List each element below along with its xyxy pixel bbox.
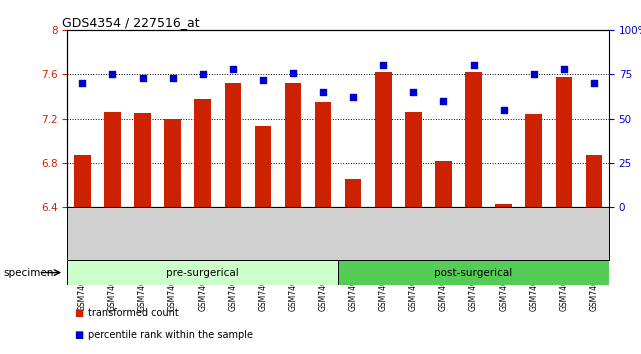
Point	[197, 72, 208, 77]
Bar	[345, 179, 362, 207]
Point	[529, 72, 539, 77]
Text: pre-surgerical: pre-surgerical	[167, 268, 239, 278]
Bar	[495, 204, 512, 207]
Bar	[586, 155, 602, 207]
Text: transformed count: transformed count	[88, 308, 179, 318]
Bar	[526, 114, 542, 207]
Text: percentile rank within the sample: percentile rank within the sample	[88, 330, 253, 339]
Point	[438, 98, 449, 104]
Bar	[556, 76, 572, 207]
Bar	[224, 83, 241, 207]
Point	[288, 70, 298, 75]
Bar	[285, 83, 301, 207]
Bar	[164, 119, 181, 207]
Point	[137, 75, 147, 81]
Point	[258, 77, 268, 82]
Point	[107, 72, 117, 77]
Bar	[435, 161, 452, 207]
Bar	[74, 155, 90, 207]
Bar	[405, 112, 422, 207]
Point	[499, 107, 509, 113]
Point	[228, 66, 238, 72]
Point	[77, 80, 87, 86]
Bar	[375, 72, 392, 207]
Point	[469, 63, 479, 68]
Text: ■: ■	[74, 330, 83, 339]
Point	[378, 63, 388, 68]
Text: post-surgerical: post-surgerical	[435, 268, 513, 278]
Bar	[338, 260, 609, 285]
Bar	[315, 102, 331, 207]
Bar	[67, 260, 338, 285]
Text: GDS4354 / 227516_at: GDS4354 / 227516_at	[62, 16, 199, 29]
Bar	[104, 112, 121, 207]
Point	[167, 75, 178, 81]
Point	[589, 80, 599, 86]
Bar	[254, 126, 271, 207]
Text: ■: ■	[74, 308, 83, 318]
Bar	[194, 99, 211, 207]
Point	[408, 89, 419, 95]
Bar	[134, 113, 151, 207]
Point	[348, 95, 358, 100]
Point	[318, 89, 328, 95]
Point	[559, 66, 569, 72]
Bar	[465, 72, 482, 207]
Text: specimen: specimen	[3, 268, 54, 278]
